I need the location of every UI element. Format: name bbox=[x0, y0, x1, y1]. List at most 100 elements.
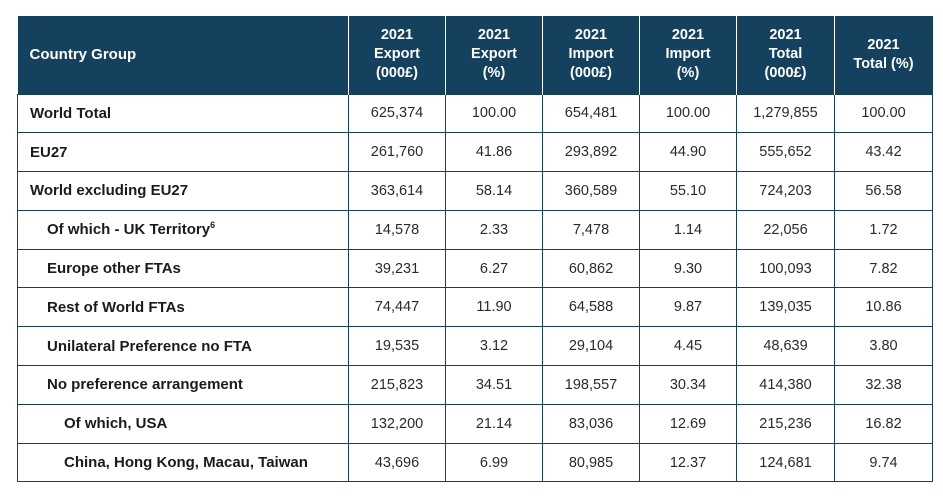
table-cell: 7,478 bbox=[542, 209, 640, 250]
trade-table: Country Group 2021 Export (000£) 2021 Export (… bbox=[17, 16, 933, 483]
table-cell: 132,200 bbox=[348, 403, 446, 444]
table-cell: 55.10 bbox=[639, 171, 737, 211]
header-line: Export bbox=[471, 46, 517, 63]
table-cell: 44.90 bbox=[639, 132, 737, 173]
header-line: (000£) bbox=[764, 65, 807, 82]
table-cell: 12.37 bbox=[639, 442, 737, 483]
table-cell: 60,862 bbox=[542, 248, 640, 289]
header-line: 2021 bbox=[477, 27, 511, 44]
table-cell: 74,447 bbox=[348, 287, 446, 328]
table-cell: 43.42 bbox=[834, 132, 933, 173]
header-line: 2021 bbox=[380, 27, 414, 44]
table-cell: 100,093 bbox=[736, 248, 835, 289]
header-line: (000£) bbox=[570, 65, 612, 82]
table-cell: 19,535 bbox=[348, 326, 446, 367]
table-cell: 215,823 bbox=[348, 365, 446, 405]
column-header-country-group: Country Group bbox=[17, 16, 349, 94]
table-cell: 12.69 bbox=[639, 403, 737, 444]
header-line: Total bbox=[768, 46, 803, 63]
table-row: Of which - UK Territory6 14,578 2.33 7,478 1… bbox=[17, 209, 933, 250]
table-cell: 30.34 bbox=[639, 365, 737, 405]
table-cell: 215,236 bbox=[736, 403, 835, 444]
row-label: EU27 bbox=[17, 132, 349, 173]
table-cell: 261,760 bbox=[348, 132, 446, 173]
table-cell: 4.45 bbox=[639, 326, 737, 367]
table-cell: 14,578 bbox=[348, 209, 446, 250]
table-cell: 293,892 bbox=[542, 132, 640, 173]
row-label: Unilateral Preference no FTA bbox=[17, 326, 349, 367]
table-cell: 9.74 bbox=[834, 442, 933, 483]
table-cell: 654,481 bbox=[542, 93, 640, 134]
header-line: 2021 bbox=[769, 27, 802, 44]
header-line: Import bbox=[568, 46, 614, 63]
table-row: World excluding EU27 363,614 58.14 360,589 5… bbox=[17, 171, 933, 211]
row-label: World Total bbox=[17, 93, 349, 134]
row-label-text: Rest of World FTAs bbox=[47, 298, 185, 316]
row-label: China, Hong Kong, Macau, Taiwan bbox=[17, 442, 349, 483]
table-cell: 58.14 bbox=[445, 171, 543, 211]
header-line: Export bbox=[374, 46, 420, 63]
header-line: Import bbox=[665, 46, 711, 63]
row-label-text: China, Hong Kong, Macau, Taiwan bbox=[64, 454, 308, 472]
column-header-1: 2021 Export (000£) bbox=[348, 16, 446, 94]
header-line: Country Group bbox=[29, 46, 137, 64]
table-cell: 9.30 bbox=[639, 248, 737, 289]
column-header-4: 2021 Import (%) bbox=[639, 16, 737, 94]
row-label: Europe other FTAs bbox=[17, 248, 349, 289]
row-label: No preference arrangement bbox=[17, 365, 349, 405]
table-cell: 555,652 bbox=[736, 132, 835, 173]
table-header: Country Group 2021 Export (000£) 2021 Export (… bbox=[17, 16, 933, 94]
table-cell: 139,035 bbox=[736, 287, 835, 328]
header-line: (%) bbox=[676, 65, 700, 82]
row-label: Rest of World FTAs bbox=[17, 287, 349, 328]
table-cell: 198,557 bbox=[542, 365, 640, 405]
row-label-text: World excluding EU27 bbox=[30, 182, 189, 200]
table-cell: 64,588 bbox=[542, 287, 640, 328]
table-cell: 48,639 bbox=[736, 326, 835, 367]
table-cell: 22,056 bbox=[736, 209, 835, 250]
table-cell: 3.12 bbox=[445, 326, 543, 367]
column-header-5: 2021 Total (000£) bbox=[736, 16, 835, 94]
table-cell: 43,696 bbox=[348, 442, 446, 483]
row-label: Of which, USA bbox=[17, 403, 349, 444]
table-row: China, Hong Kong, Macau, Taiwan 43,696 6.9… bbox=[17, 442, 933, 483]
table-cell: 100.00 bbox=[834, 93, 933, 134]
table-cell: 625,374 bbox=[348, 93, 446, 134]
row-label-text: Of which, USA bbox=[64, 415, 168, 433]
table-cell: 10.86 bbox=[834, 287, 933, 328]
table-cell: 1,279,855 bbox=[736, 93, 835, 134]
table-row: No preference arrangement 215,823 34.51 198… bbox=[17, 365, 933, 405]
table-cell: 7.82 bbox=[834, 248, 933, 289]
table-row: Of which, USA 132,200 21.14 83,036 12.69 215,… bbox=[17, 403, 933, 444]
table-cell: 83,036 bbox=[542, 403, 640, 444]
table-cell: 360,589 bbox=[542, 171, 640, 211]
table-cell: 3.80 bbox=[834, 326, 933, 367]
header-line: 2021 bbox=[671, 27, 705, 44]
header-line: (%) bbox=[482, 65, 506, 82]
table-cell: 724,203 bbox=[736, 171, 835, 211]
row-label-text: Europe other FTAs bbox=[47, 260, 181, 278]
table-cell: 34.51 bbox=[445, 365, 543, 405]
row-label: Of which - UK Territory6 bbox=[17, 209, 349, 250]
table-cell: 11.90 bbox=[445, 287, 543, 328]
table-cell: 1.14 bbox=[639, 209, 737, 250]
table-cell: 6.27 bbox=[445, 248, 543, 289]
table-cell: 29,104 bbox=[542, 326, 640, 367]
row-label: World excluding EU27 bbox=[17, 171, 349, 211]
table-cell: 80,985 bbox=[542, 442, 640, 483]
table-row: World Total 625,374 100.00 654,481 100.00 1,2… bbox=[17, 93, 933, 134]
table-row: Rest of World FTAs 74,447 11.90 64,588 9.87 1… bbox=[17, 287, 933, 328]
column-header-3: 2021 Import (000£) bbox=[542, 16, 640, 94]
table-cell: 32.38 bbox=[834, 365, 933, 405]
column-header-6: 2021 Total (%) bbox=[834, 16, 933, 94]
footnote-marker: 6 bbox=[210, 220, 216, 231]
row-label-text: No preference arrangement bbox=[47, 376, 243, 394]
table-cell: 124,681 bbox=[736, 442, 835, 483]
table-cell: 9.87 bbox=[639, 287, 737, 328]
table-cell: 363,614 bbox=[348, 171, 446, 211]
table-body: World Total 625,374 100.00 654,481 100.00 1,2… bbox=[17, 93, 933, 483]
header-line: 2021 bbox=[574, 27, 608, 44]
table-cell: 39,231 bbox=[348, 248, 446, 289]
table-cell: 2.33 bbox=[445, 209, 543, 250]
row-label-text: EU27 bbox=[30, 143, 68, 161]
